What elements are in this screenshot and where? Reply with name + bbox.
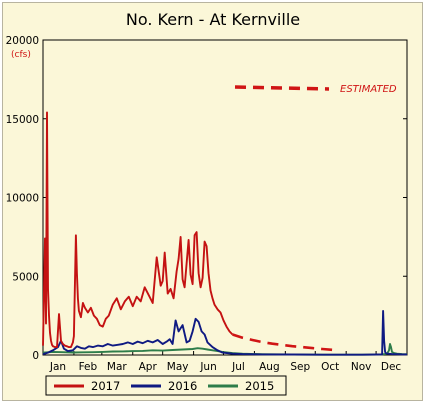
x-tick-label: Sep — [290, 361, 310, 373]
x-tick-label: Apr — [139, 361, 158, 373]
y-tick-label: 20000 — [6, 35, 39, 47]
legend-box — [45, 375, 287, 396]
x-tick-label: Dec — [381, 361, 402, 373]
chart-frame: No. Kern - At Kernville (cfs) 0 5000 10000… — [2, 2, 423, 401]
legend-label-2015: 2015 — [245, 379, 274, 393]
estimated-annotation: ESTIMATED — [234, 84, 397, 95]
x-tick-label: Aug — [259, 361, 280, 373]
axes: 0 5000 10000 15000 20000 Jan Feb Mar Apr May Jun Ju… — [6, 35, 408, 373]
series-line-2017 — [42, 111, 234, 349]
chart: No. Kern - At Kernville (cfs) 0 5000 10000… — [6, 10, 408, 396]
legend-label-2017: 2017 — [91, 379, 120, 393]
y-tick-label: 15000 — [6, 114, 39, 126]
series-layer — [42, 111, 408, 356]
x-tick-label: May — [167, 361, 189, 373]
legend: 2017 2016 2015 — [45, 375, 287, 396]
y-tick-label: 5000 — [12, 271, 39, 283]
legend-label-2016: 2016 — [168, 379, 197, 393]
x-tick-label: Jan — [49, 361, 66, 373]
estimated-dash-sample — [234, 85, 330, 91]
y-tick-label: 0 — [32, 350, 39, 362]
estimated-label: ESTIMATED — [340, 84, 397, 95]
series-line-2015 — [42, 343, 408, 356]
y-tick-label: 10000 — [6, 193, 39, 205]
x-tick-label: Oct — [321, 361, 339, 373]
x-tick-label: Jun — [199, 361, 216, 373]
x-tick-label: Mar — [107, 361, 127, 373]
series-line-2016 — [42, 309, 407, 356]
x-tick-label: Jul — [231, 361, 245, 373]
plot-area — [42, 39, 408, 356]
x-tick-label: Feb — [79, 361, 98, 373]
chart-title: No. Kern - At Kernville — [126, 10, 300, 29]
series-line-2017-estimated- — [232, 333, 339, 352]
x-tick-label: Nov — [351, 361, 372, 373]
y-unit-label: (cfs) — [11, 50, 31, 60]
